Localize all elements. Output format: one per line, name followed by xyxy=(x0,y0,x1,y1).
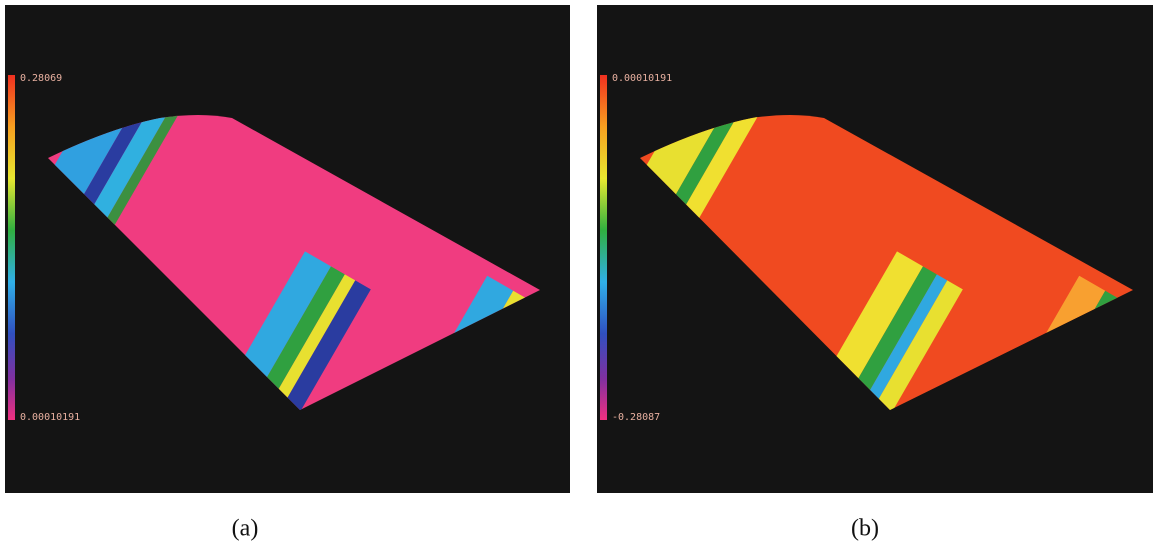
panel-a: 0.28069 0.00010191 (a) xyxy=(0,5,570,542)
caption: (a) xyxy=(232,516,259,542)
caption: (b) xyxy=(851,516,879,542)
colorbar-max: 0.28069 xyxy=(20,73,62,84)
panel-b: 0.00010191 -0.28087 (b) xyxy=(572,5,1153,542)
page: 0.28069 0.00010191 (a) 0.00010191 -0.280… xyxy=(0,0,1158,556)
colorbar xyxy=(600,75,607,420)
colorbar xyxy=(8,75,15,420)
colorbar-min: -0.28087 xyxy=(612,412,660,423)
figure: 0.28069 0.00010191 (a) 0.00010191 -0.280… xyxy=(0,0,1158,556)
colorbar-min: 0.00010191 xyxy=(20,412,80,423)
colorbar-max: 0.00010191 xyxy=(612,73,672,84)
